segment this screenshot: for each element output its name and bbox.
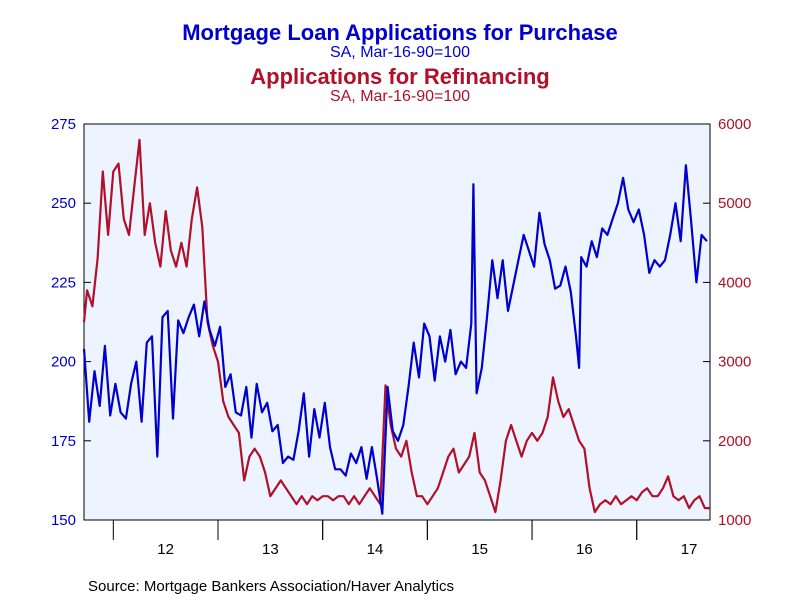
- left-tick-label: 275: [51, 116, 76, 133]
- chart-title-refinance: Applications for Refinancing: [250, 64, 549, 89]
- x-tick-label: 15: [471, 541, 488, 558]
- x-tick-label: 13: [262, 541, 279, 558]
- chart-title-purchase: Mortgage Loan Applications for Purchase: [182, 20, 618, 45]
- left-tick-label: 150: [51, 512, 76, 529]
- series-line-refinance: [82, 138, 710, 514]
- x-tick-label: 17: [681, 541, 698, 558]
- right-tick-label: 3000: [718, 354, 751, 371]
- right-axis: 6000 5000 4000 3000 2000 1000: [703, 116, 751, 529]
- source-note: Source: Mortgage Bankers Association/Hav…: [88, 578, 455, 595]
- chart-subtitle-refinance: SA, Mar-16-90=100: [330, 88, 470, 105]
- left-tick-label: 225: [51, 274, 76, 291]
- right-tick-label: 4000: [718, 274, 751, 291]
- x-tick-label: 12: [157, 541, 174, 558]
- x-tick-label: 14: [367, 541, 384, 558]
- plot-area: [83, 123, 711, 521]
- right-tick-label: 1000: [718, 512, 751, 529]
- left-tick-label: 200: [51, 354, 76, 371]
- right-tick-label: 5000: [718, 195, 751, 212]
- left-tick-label: 250: [51, 195, 76, 212]
- right-tick-label: 2000: [718, 433, 751, 450]
- left-tick-label: 175: [51, 433, 76, 450]
- series-line-purchase: [82, 164, 708, 515]
- x-axis: 12 13 14 15 16 17: [112, 520, 698, 558]
- right-tick-label: 6000: [718, 116, 751, 133]
- x-tick-label: 16: [576, 541, 593, 558]
- chart-subtitle-purchase: SA, Mar-16-90=100: [330, 44, 470, 61]
